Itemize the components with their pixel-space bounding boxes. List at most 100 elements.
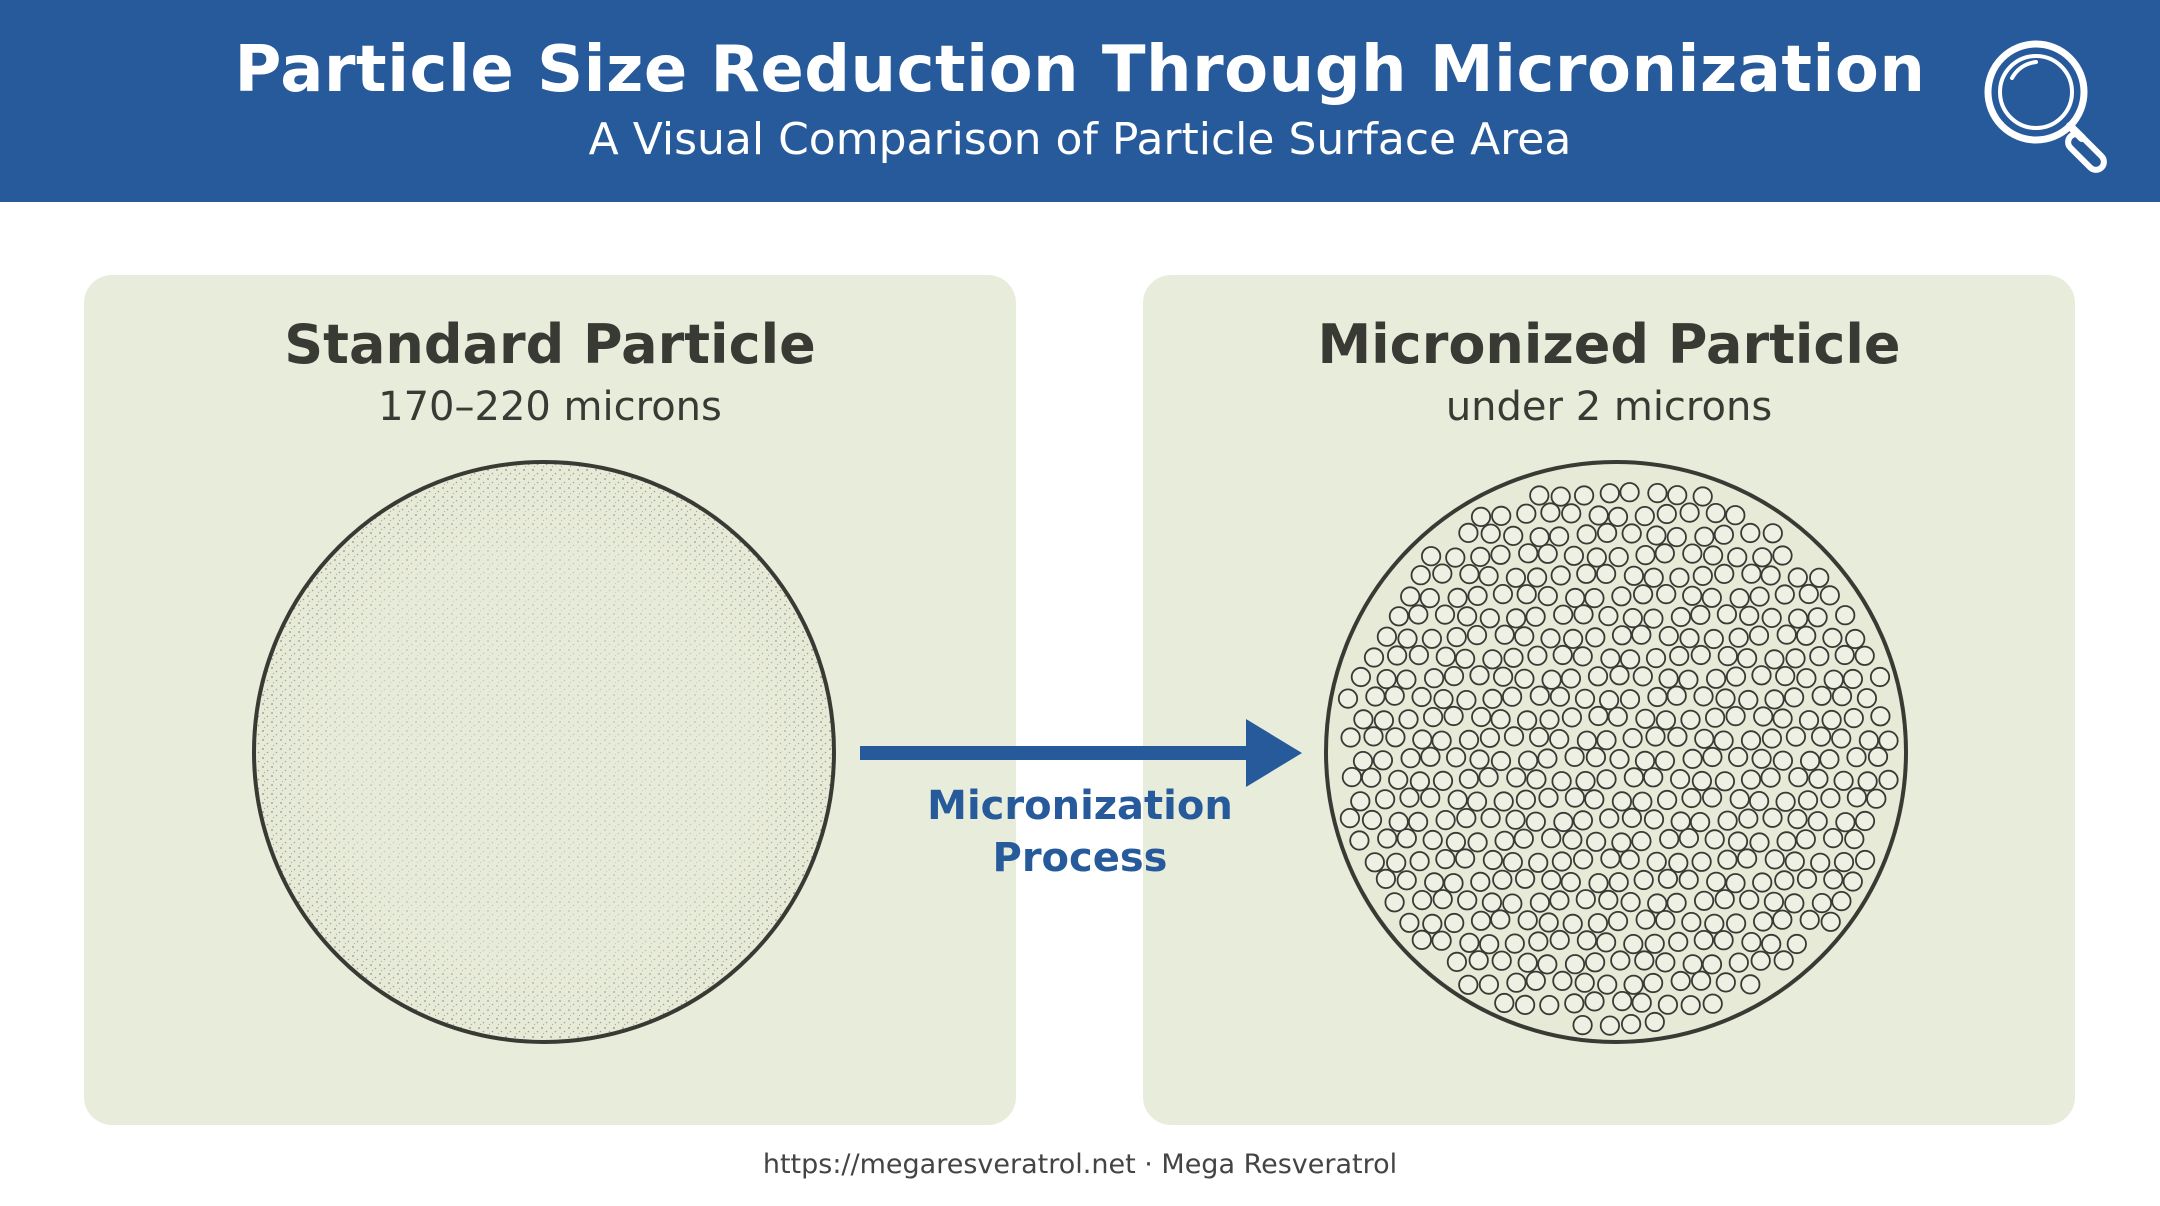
micro-particle — [1587, 913, 1609, 934]
micro-particle — [1349, 830, 1370, 851]
micro-particle — [1576, 524, 1597, 545]
micro-particle — [1678, 869, 1699, 890]
micro-particle — [1763, 891, 1785, 912]
micro-particle — [1796, 625, 1817, 646]
micro-particle — [1458, 768, 1480, 790]
micro-particle — [1458, 974, 1479, 995]
micro-particle — [1385, 727, 1406, 748]
micro-particle — [1564, 954, 1586, 975]
micro-particle — [1479, 727, 1501, 748]
micro-particle — [1432, 889, 1453, 910]
micro-particle — [1408, 811, 1429, 833]
micro-particle — [1396, 828, 1417, 849]
micro-particle — [1599, 483, 1620, 504]
micro-particle — [1762, 523, 1783, 544]
micro-particle — [1518, 750, 1539, 771]
micro-particle — [1634, 950, 1655, 971]
micro-particle — [1786, 933, 1807, 955]
micro-particle — [1800, 750, 1821, 772]
micro-particle — [1400, 748, 1421, 769]
micro-particle — [1764, 849, 1785, 870]
micro-particle — [1490, 544, 1511, 565]
standard-particle — [252, 460, 836, 1044]
micro-particle — [1409, 771, 1431, 792]
micro-particle — [1835, 605, 1856, 626]
micro-particle — [1751, 748, 1772, 769]
micro-particle — [1739, 889, 1760, 910]
micro-particle — [1574, 688, 1596, 709]
micro-particle — [1564, 787, 1586, 808]
micro-particle — [1609, 665, 1630, 686]
micro-particle — [1492, 583, 1514, 605]
micro-particle — [1635, 544, 1656, 566]
micro-particle — [1749, 790, 1770, 812]
micro-particle — [1819, 749, 1840, 770]
micro-particle — [1811, 726, 1832, 747]
micro-particle — [1870, 706, 1891, 727]
micro-particle — [1372, 750, 1394, 771]
micro-particle — [1572, 810, 1594, 831]
micro-particle — [1776, 624, 1797, 645]
micro-particle — [1340, 727, 1361, 748]
micro-particle — [1669, 645, 1690, 667]
micro-particle — [1481, 892, 1503, 913]
micro-particle — [1670, 768, 1691, 790]
micro-particle — [1643, 608, 1664, 629]
magnifying-glass-icon — [1984, 40, 2107, 173]
micro-particle — [1701, 954, 1723, 975]
micro-particle — [1809, 646, 1830, 667]
micro-particle — [1470, 546, 1491, 568]
micro-particle — [1423, 706, 1444, 728]
micro-particle — [1714, 771, 1736, 792]
micro-particle — [1576, 930, 1598, 951]
micro-particle — [1691, 970, 1712, 991]
micro-particle — [1784, 851, 1805, 872]
micro-particle — [1396, 870, 1417, 891]
micro-particle — [1529, 726, 1550, 748]
micro-particle — [1631, 992, 1652, 1013]
micro-particle — [1467, 832, 1488, 853]
micro-particle — [1433, 688, 1454, 710]
micro-particle — [1775, 665, 1796, 687]
micro-particle — [1635, 708, 1656, 729]
micro-particle — [1666, 526, 1687, 548]
micro-particle — [1384, 685, 1405, 706]
micro-particle — [1459, 932, 1480, 953]
micro-particle — [1811, 892, 1833, 914]
micro-particle — [1633, 584, 1654, 605]
micro-particle — [1539, 994, 1560, 1016]
micro-particle — [1797, 790, 1819, 811]
micro-particle — [1586, 547, 1607, 568]
micro-particle — [1656, 503, 1677, 525]
micro-particle — [1459, 563, 1480, 585]
micro-particle — [1422, 913, 1443, 935]
micro-particle — [1565, 587, 1586, 609]
micro-particle — [1525, 811, 1546, 832]
micro-particle — [1785, 648, 1806, 669]
micro-particle — [1785, 726, 1807, 747]
micro-particle — [1776, 831, 1797, 852]
micro-particle — [1584, 587, 1605, 609]
micro-particle — [1446, 626, 1467, 648]
micro-particle — [1834, 644, 1855, 666]
micro-particle — [1741, 563, 1762, 584]
micro-particle — [1400, 586, 1421, 607]
micro-particle — [1494, 830, 1515, 851]
micro-particle — [1714, 889, 1735, 910]
micro-particle — [1596, 769, 1617, 790]
micro-particle — [1572, 646, 1593, 667]
micro-particle — [1741, 931, 1762, 953]
micro-particle — [1821, 709, 1842, 731]
micro-particle — [1655, 710, 1677, 731]
micro-particle — [1788, 767, 1809, 788]
micro-particle — [1690, 644, 1711, 666]
micro-particle — [1706, 871, 1727, 892]
micro-particle — [1516, 503, 1537, 524]
micro-particle — [1599, 808, 1620, 829]
micro-particle — [1798, 583, 1819, 605]
micro-particle — [1644, 1011, 1665, 1033]
micro-particle — [1737, 648, 1758, 669]
micro-particle — [1623, 565, 1645, 586]
micro-particle — [1584, 991, 1605, 1012]
